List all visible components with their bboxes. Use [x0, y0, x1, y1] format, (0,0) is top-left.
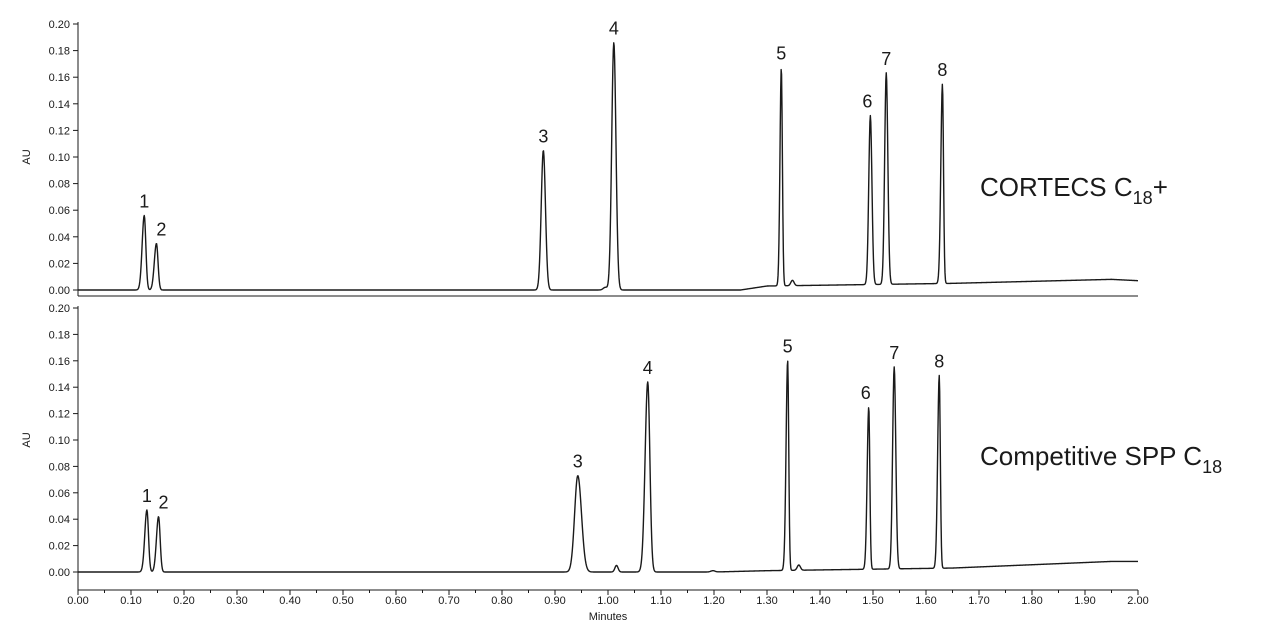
y-tick-label: 0.06: [49, 488, 70, 500]
y-tick-label: 0.20: [49, 303, 70, 315]
y-tick-label: 0.08: [49, 461, 70, 473]
y-axis-title: AU: [21, 149, 33, 164]
column-label-main: CORTECS C: [980, 172, 1133, 202]
x-tick-label: 2.00: [1127, 595, 1148, 607]
chromatogram-trace: [77, 42, 1139, 291]
x-tick-label: 1.10: [650, 595, 671, 607]
column-label-main: Competitive SPP C: [980, 441, 1202, 471]
x-tick-label: 0.20: [173, 595, 194, 607]
peak-label-3: 3: [573, 452, 583, 472]
x-tick-label: 1.70: [968, 595, 989, 607]
y-tick-label: 0.00: [49, 567, 70, 579]
x-tick-label: 1.00: [597, 595, 618, 607]
column-label-subscript: 18: [1202, 457, 1222, 477]
x-tick-label: 1.50: [862, 595, 883, 607]
column-label: CORTECS C18+: [980, 172, 1168, 208]
peak-label-1: 1: [139, 192, 149, 212]
y-tick-label: 0.04: [49, 232, 70, 244]
x-tick-label: 1.30: [756, 595, 777, 607]
y-tick-label: 0.08: [49, 179, 70, 191]
x-tick-label: 0.30: [226, 595, 247, 607]
column-label: Competitive SPP C18: [980, 441, 1222, 477]
peak-label-4: 4: [609, 19, 619, 39]
y-tick-label: 0.12: [49, 125, 70, 137]
x-tick-label: 0.00: [67, 595, 88, 607]
peak-label-7: 7: [881, 49, 891, 69]
peak-label-1: 1: [142, 486, 152, 506]
y-axis-title: AU: [21, 432, 33, 447]
x-tick-label: 1.60: [915, 595, 936, 607]
x-tick-label: 0.50: [332, 595, 353, 607]
column-label-subscript: 18: [1133, 188, 1153, 208]
peak-label-2: 2: [159, 493, 169, 513]
x-axis-title: Minutes: [589, 611, 628, 623]
peak-label-8: 8: [937, 60, 947, 80]
x-tick-label: 0.70: [438, 595, 459, 607]
y-tick-label: 0.14: [49, 382, 70, 394]
x-tick-label: 1.40: [809, 595, 830, 607]
peak-label-6: 6: [861, 383, 871, 403]
peak-label-5: 5: [783, 337, 793, 357]
x-tick-label: 0.40: [279, 595, 300, 607]
y-tick-label: 0.16: [49, 356, 70, 368]
y-tick-label: 0.16: [49, 72, 70, 84]
x-tick-label: 0.80: [491, 595, 512, 607]
chromatogram-panel-2: 0.00 0.02 0.04 0.06 0.08 0.10 0.12 0.14 0.16 0.18…: [21, 303, 1222, 590]
peak-label-5: 5: [776, 44, 786, 64]
chromatogram-trace: [77, 360, 1139, 573]
x-tick-label: 1.90: [1074, 595, 1095, 607]
peak-label-7: 7: [889, 343, 899, 363]
peak-label-8: 8: [934, 352, 944, 372]
peak-label-6: 6: [862, 92, 872, 112]
column-label-suffix: +: [1153, 172, 1168, 202]
peak-label-2: 2: [156, 219, 166, 239]
x-tick-label: 0.90: [544, 595, 565, 607]
y-tick-label: 0.06: [49, 205, 70, 217]
y-tick-label: 0.20: [49, 19, 70, 31]
peak-label-4: 4: [643, 358, 653, 378]
peak-label-3: 3: [538, 126, 548, 146]
y-tick-label: 0.14: [49, 99, 70, 111]
y-tick-label: 0.10: [49, 152, 70, 164]
x-axis: 0.00 0.10 0.20 0.30 0.40 0.50 0.60 0.70 0.80 0.90…: [67, 589, 1149, 623]
y-tick-label: 0.18: [49, 329, 70, 341]
x-tick-label: 1.20: [703, 595, 724, 607]
y-tick-label: 0.02: [49, 258, 70, 270]
y-tick-label: 0.12: [49, 409, 70, 421]
chromatogram-panel-1: 0.00 0.02 0.04 0.06 0.08 0.10 0.12 0.14 0.16 0.18…: [21, 19, 1168, 297]
y-tick-label: 0.00: [49, 285, 70, 297]
y-tick-label: 0.02: [49, 541, 70, 553]
y-tick-label: 0.10: [49, 435, 70, 447]
y-tick-label: 0.04: [49, 514, 70, 526]
x-tick-label: 0.10: [120, 595, 141, 607]
y-tick-label: 0.18: [49, 46, 70, 58]
x-tick-label: 1.80: [1021, 595, 1042, 607]
x-tick-label: 0.60: [385, 595, 406, 607]
